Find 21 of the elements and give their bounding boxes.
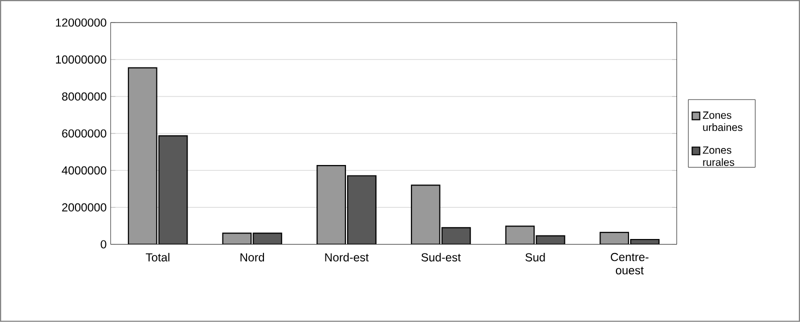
legend-label: Zones urbaines xyxy=(702,112,742,132)
legend-label: Zones rurales xyxy=(702,146,734,166)
y-tick-label: 12000000 xyxy=(56,18,106,27)
bar xyxy=(505,226,535,244)
y-tick-label: 10000000 xyxy=(56,55,106,64)
bar xyxy=(316,165,346,244)
y-tick-label: 2000000 xyxy=(62,203,106,212)
x-tick-label: Sud xyxy=(525,252,545,262)
bar xyxy=(128,67,158,244)
x-tick-label: Centre-ouest xyxy=(610,252,648,274)
x-tick-label: Nord-est xyxy=(325,252,369,262)
x-tick-label: Sud-est xyxy=(421,252,461,262)
bar xyxy=(410,184,440,244)
bar xyxy=(347,175,376,244)
bar xyxy=(158,135,188,244)
y-tick-label: 6000000 xyxy=(62,129,106,138)
x-tick-label: Nord xyxy=(240,252,264,262)
x-tick-label: Total xyxy=(146,252,170,262)
y-tick-label: 8000000 xyxy=(62,92,106,101)
y-tick-label: 0 xyxy=(100,240,106,248)
y-tick-label: 4000000 xyxy=(62,166,106,175)
